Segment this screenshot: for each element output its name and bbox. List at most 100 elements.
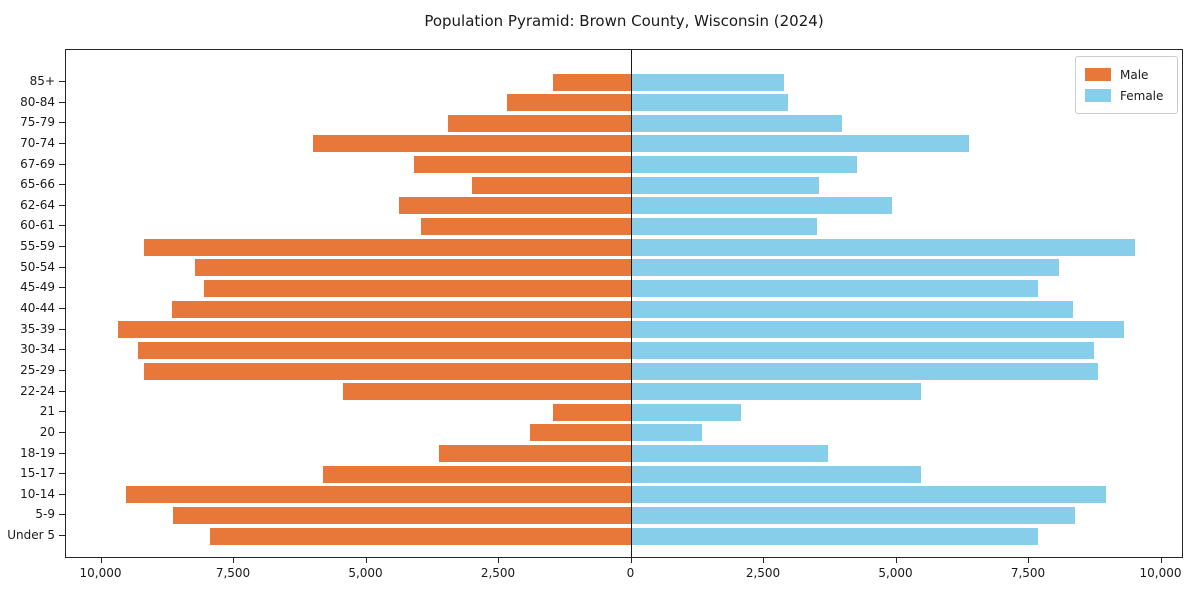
y-tick-mark [59,246,65,248]
y-tick-mark [59,431,65,433]
y-tick-mark [59,411,65,413]
male-bar [439,445,632,462]
female-bar [631,73,785,91]
y-tick-label: 55-59 [20,239,55,254]
y-tick-mark [59,514,65,516]
male-bar [343,383,632,401]
female-bar [631,527,1038,545]
male-color-swatch [1085,68,1111,81]
y-tick-mark [59,142,65,144]
male-bar [421,218,632,235]
x-tick-label: 10,000 [1139,566,1182,580]
x-tick-label: 5,000 [878,566,913,580]
female-bar [631,218,817,235]
female-bar [631,300,1073,318]
x-tick-mark [498,558,499,563]
male-bar [506,94,632,112]
x-tick-mark [1160,558,1162,563]
male-bar [313,135,632,153]
y-tick-label: 60-61 [20,218,55,233]
female-bar [631,403,742,421]
male-bar [143,362,632,380]
female-bar [631,424,702,442]
female-bar [631,238,1135,256]
y-tick-mark [59,473,65,475]
male-bar [553,73,632,91]
x-tick-mark [895,558,897,563]
y-tick-mark [59,369,65,371]
y-tick-mark [59,204,65,206]
y-tick-label: 40-44 [20,301,55,316]
y-tick-label: 20 [39,424,55,439]
y-tick-label: 25-29 [20,362,55,377]
female-bar [631,176,820,194]
male-bar [203,279,632,297]
legend-item-male: Male [1085,64,1177,85]
male-bar [143,238,632,256]
plot-area: Male Female [65,49,1183,558]
y-tick-mark [59,535,65,537]
male-bar [472,176,632,194]
female-bar [631,197,893,215]
female-bar [631,114,842,132]
y-tick-mark [59,184,65,186]
female-bar [631,383,921,401]
female-bar [631,506,1076,524]
y-tick-label: Under 5 [7,528,55,543]
y-tick-mark [59,349,65,351]
y-tick-label: 22-24 [20,383,55,398]
y-tick-mark [59,308,65,310]
male-bar [553,403,632,421]
x-tick-mark [365,558,367,563]
y-tick-label: 5-9 [35,507,55,522]
female-bar [631,279,1038,297]
y-tick-mark [59,101,65,103]
y-tick-label: 30-34 [20,342,55,357]
y-tick-mark [59,493,65,495]
male-bar [173,506,632,524]
y-tick-label: 65-66 [20,177,55,192]
male-bar [138,341,632,359]
x-tick-mark [1028,558,1029,563]
male-bar [194,259,632,277]
female-bar [631,321,1124,339]
y-tick-label: 70-74 [20,135,55,150]
female-bar [631,156,858,174]
y-tick-label: 45-49 [20,280,55,295]
male-bar [323,465,632,483]
y-tick-mark [59,328,65,330]
y-tick-mark [59,266,65,268]
x-tick-label: 5,000 [348,566,383,580]
y-tick-mark [59,122,65,124]
x-tick-label: 2,500 [745,566,781,580]
male-bar [172,300,632,318]
y-tick-label: 21 [39,404,55,419]
male-bar [210,527,632,545]
male-bar [448,114,632,132]
legend-label-female: Female [1120,88,1164,103]
female-bar [631,445,828,462]
y-tick-label: 67-69 [20,156,55,171]
y-tick-label: 35-39 [20,321,55,336]
legend-item-female: Female [1085,85,1177,106]
y-tick-label: 15-17 [20,466,55,481]
male-bar [398,197,632,215]
female-bar [631,94,788,112]
y-tick-label: 18-19 [20,445,55,460]
female-bar [631,362,1098,380]
x-tick-mark [100,558,102,563]
y-tick-mark [59,81,65,82]
female-color-swatch [1085,89,1111,102]
female-bar [631,341,1095,359]
female-bar [631,135,970,153]
male-bar [117,321,632,339]
female-bar [631,486,1106,504]
y-tick-label: 80-84 [20,94,55,109]
y-tick-mark [59,225,65,227]
y-tick-label: 10-14 [20,486,55,501]
x-tick-label: 7,500 [1010,566,1046,580]
female-bar [631,465,921,483]
male-bar [529,424,632,442]
x-tick-label: 10,000 [79,566,122,580]
